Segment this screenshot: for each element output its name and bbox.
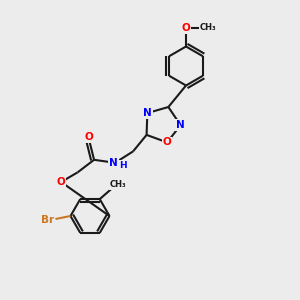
Text: O: O [163,137,172,147]
Text: N: N [176,120,185,130]
Text: O: O [57,177,65,187]
Text: Br: Br [41,214,55,225]
Text: H: H [119,161,126,170]
Text: N: N [109,158,118,168]
Text: O: O [181,23,190,33]
Text: CH₃: CH₃ [110,180,126,189]
Text: N: N [143,108,152,118]
Text: O: O [84,132,93,142]
Text: CH₃: CH₃ [199,23,216,32]
